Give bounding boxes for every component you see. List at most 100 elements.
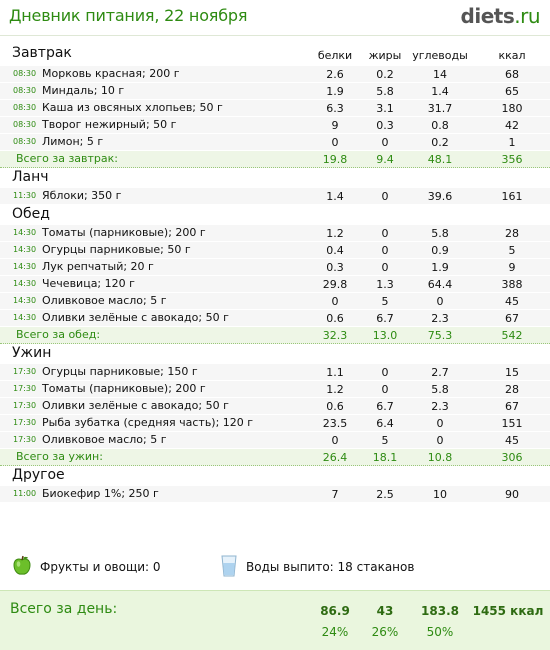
total-fat: 13.0 [372, 329, 398, 342]
column-header-kcal: ккал [498, 49, 526, 62]
entry-time: 14:30 [13, 296, 37, 305]
food-entry-row[interactable]: 08:30 Миндаль; 10 г 1.9 5.8 1.4 65 [0, 83, 550, 100]
protein-value: 0.6 [326, 400, 344, 413]
protein-value: 0.6 [326, 312, 344, 325]
kcal-value: 45 [505, 434, 519, 447]
extras-bar: Фрукты и овощи: 0 Воды выпито: 18 стакан… [0, 552, 550, 582]
day-total-panel: Всего за день: 86.9 43 183.8 1455 ккал 2… [0, 590, 550, 650]
food-entry-row[interactable]: 17:30 Огурцы парниковые; 150 г 1.1 0 2.7 15 [0, 364, 550, 381]
meal-total-label: Всего за ужин: [16, 450, 103, 463]
fat-value: 0 [381, 366, 389, 379]
food-entry-row[interactable]: 14:30 Оливковое масло; 5 г 0 5 0 45 [0, 293, 550, 310]
carbs-value: 2.3 [431, 400, 449, 413]
total-protein: 26.4 [322, 451, 348, 464]
fat-value: 0.2 [376, 68, 394, 81]
food-entry-row[interactable]: 08:30 Творог нежирный; 50 г 9 0.3 0.8 42 [0, 117, 550, 134]
food-name[interactable]: Оливковое масло; 5 г [42, 294, 167, 307]
food-entry-row[interactable]: 08:30 Лимон; 5 г 0 0 0.2 1 [0, 134, 550, 151]
food-name[interactable]: Оливки зелёные с авокадо; 50 г [42, 311, 229, 324]
day-total-carbs: 183.8 [421, 604, 459, 618]
protein-value: 2.6 [326, 68, 344, 81]
carbs-value: 0.2 [431, 136, 449, 149]
fat-value: 0 [381, 190, 389, 203]
food-entry-row[interactable]: 08:30 Каша из овсяных хлопьев; 50 г 6.3 3.1… [0, 100, 550, 117]
fat-value: 0 [381, 244, 389, 257]
food-name[interactable]: Оливки зелёные с авокадо; 50 г [42, 399, 229, 412]
food-name[interactable]: Оливковое масло; 5 г [42, 433, 167, 446]
kcal-value: 180 [501, 102, 523, 115]
food-entry-row[interactable]: 17:30 Оливки зелёные с авокадо; 50 г 0.6 6.… [0, 398, 550, 415]
fruits-vegetables-count: Фрукты и овощи: 0 [40, 560, 161, 574]
food-entry-row[interactable]: 08:30 Морковь красная; 200 г 2.6 0.2 14 68 [0, 66, 550, 83]
food-entry-row[interactable]: 11:30 Яблоки; 350 г 1.4 0 39.6 161 [0, 188, 550, 205]
page-title: Дневник питания, 22 ноября [9, 6, 248, 25]
site-logo[interactable]: diets.ru [461, 4, 541, 28]
food-name[interactable]: Рыба зубатка (средняя часть); 120 г [42, 416, 254, 429]
total-protein: 19.8 [322, 153, 348, 166]
meal-title: Завтрак [12, 45, 72, 61]
fat-value: 0 [381, 261, 389, 274]
water-drunk-count: Воды выпито: 18 стаканов [246, 560, 415, 574]
food-name[interactable]: Творог нежирный; 50 г [42, 118, 177, 131]
food-name[interactable]: Биокефир 1%; 250 г [42, 487, 159, 500]
kcal-value: 28 [505, 383, 519, 396]
food-entry-row[interactable]: 17:30 Рыба зубатка (средняя часть); 120 г… [0, 415, 550, 432]
meal-total-label: Всего за обед: [16, 328, 101, 341]
food-name[interactable]: Чечевица; 120 г [42, 277, 135, 290]
day-total-protein: 86.9 [320, 604, 350, 618]
meal-total-row: Всего за завтрак: 19.8 9.4 48.1 356 [0, 151, 550, 168]
food-name[interactable]: Огурцы парниковые; 150 г [42, 365, 198, 378]
entry-time: 17:30 [13, 384, 37, 393]
total-carbs: 75.3 [427, 329, 453, 342]
food-name[interactable]: Лук репчатый; 20 г [42, 260, 154, 273]
food-name[interactable]: Огурцы парниковые; 50 г [42, 243, 191, 256]
entry-time: 08:30 [13, 69, 37, 78]
meal-title: Ужин [12, 345, 52, 361]
kcal-value: 15 [505, 366, 519, 379]
meal-title: Ланч [12, 169, 49, 185]
food-entry-row[interactable]: 14:30 Лук репчатый; 20 г 0.3 0 1.9 9 [0, 259, 550, 276]
meal-header-row: Ужин [0, 344, 550, 364]
food-name[interactable]: Яблоки; 350 г [42, 189, 122, 202]
entry-time: 08:30 [13, 103, 37, 112]
logo-tld: .ru [514, 4, 540, 28]
entry-time: 14:30 [13, 279, 37, 288]
kcal-value: 1 [508, 136, 516, 149]
food-entry-row[interactable]: 14:30 Огурцы парниковые; 50 г 0.4 0 0.9 5 [0, 242, 550, 259]
food-name[interactable]: Миндаль; 10 г [42, 84, 125, 97]
protein-value: 0.4 [326, 244, 344, 257]
fat-value: 3.1 [376, 102, 394, 115]
day-total-fat: 43 [376, 604, 394, 618]
kcal-value: 388 [501, 278, 523, 291]
entry-time: 14:30 [13, 262, 37, 271]
total-kcal: 542 [501, 329, 523, 342]
kcal-value: 161 [501, 190, 523, 203]
total-protein: 32.3 [322, 329, 348, 342]
food-name[interactable]: Морковь красная; 200 г [42, 67, 180, 80]
food-entry-row[interactable]: 14:30 Томаты (парниковые); 200 г 1.2 0 5.8 28 [0, 225, 550, 242]
entry-time: 17:30 [13, 418, 37, 427]
food-name[interactable]: Каша из овсяных хлопьев; 50 г [42, 101, 223, 114]
kcal-value: 42 [505, 119, 519, 132]
carbs-value: 64.4 [427, 278, 453, 291]
fat-value: 1.3 [376, 278, 394, 291]
food-name[interactable]: Томаты (парниковые); 200 г [42, 382, 206, 395]
food-entry-row[interactable]: 14:30 Оливки зелёные с авокадо; 50 г 0.6 6.… [0, 310, 550, 327]
carbs-value: 5.8 [431, 383, 449, 396]
food-entry-row[interactable]: 11:00 Биокефир 1%; 250 г 7 2.5 10 90 [0, 486, 550, 503]
food-name[interactable]: Лимон; 5 г [42, 135, 104, 148]
meal-header-row: Ланч [0, 168, 550, 188]
carbs-value: 1.9 [431, 261, 449, 274]
protein-value: 1.4 [326, 190, 344, 203]
protein-value: 1.2 [326, 383, 344, 396]
carbs-value: 0.9 [431, 244, 449, 257]
entry-time: 17:30 [13, 367, 37, 376]
food-entry-row[interactable]: 17:30 Томаты (парниковые); 200 г 1.2 0 5.8 28 [0, 381, 550, 398]
meal-total-row: Всего за ужин: 26.4 18.1 10.8 306 [0, 449, 550, 466]
food-entry-row[interactable]: 14:30 Чечевица; 120 г 29.8 1.3 64.4 388 [0, 276, 550, 293]
food-entry-row[interactable]: 17:30 Оливковое масло; 5 г 0 5 0 45 [0, 432, 550, 449]
entry-time: 14:30 [13, 313, 37, 322]
kcal-value: 68 [505, 68, 519, 81]
food-name[interactable]: Томаты (парниковые); 200 г [42, 226, 206, 239]
fat-value: 5.8 [376, 85, 394, 98]
